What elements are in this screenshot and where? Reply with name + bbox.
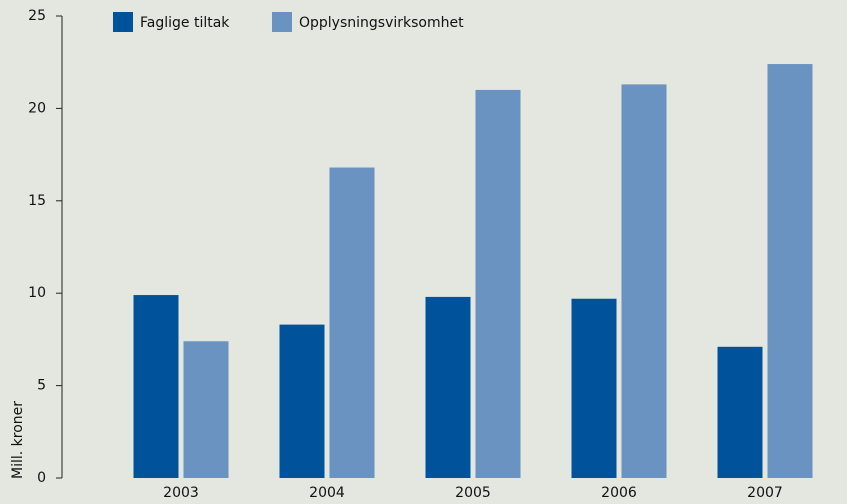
bar [571, 298, 617, 478]
y-tick-label: 0 [37, 470, 46, 486]
y-tick-label: 20 [28, 100, 46, 116]
bar [717, 346, 763, 478]
bar [329, 167, 375, 478]
legend-swatch [272, 12, 292, 32]
x-tick-label: 2006 [601, 485, 637, 501]
bar [621, 84, 667, 478]
bar [425, 296, 471, 478]
bar [279, 324, 325, 478]
y-tick-label: 15 [28, 193, 46, 209]
bar [475, 89, 521, 479]
x-tick-label: 2005 [455, 485, 491, 501]
bar [183, 341, 229, 478]
legend-swatch [113, 12, 133, 32]
bar [767, 64, 813, 478]
legend-label: Opplysningsvirksomhet [299, 15, 464, 31]
bar [133, 295, 179, 478]
x-tick-label: 2003 [163, 485, 199, 501]
x-tick-label: 2004 [309, 485, 345, 501]
x-tick-label: 2007 [747, 485, 783, 501]
legend-label: Faglige tiltak [140, 15, 230, 31]
y-tick-label: 10 [28, 285, 46, 301]
y-axis-label: Mill. kroner [10, 401, 26, 479]
y-tick-label: 25 [28, 8, 46, 24]
y-tick-label: 5 [37, 378, 46, 394]
